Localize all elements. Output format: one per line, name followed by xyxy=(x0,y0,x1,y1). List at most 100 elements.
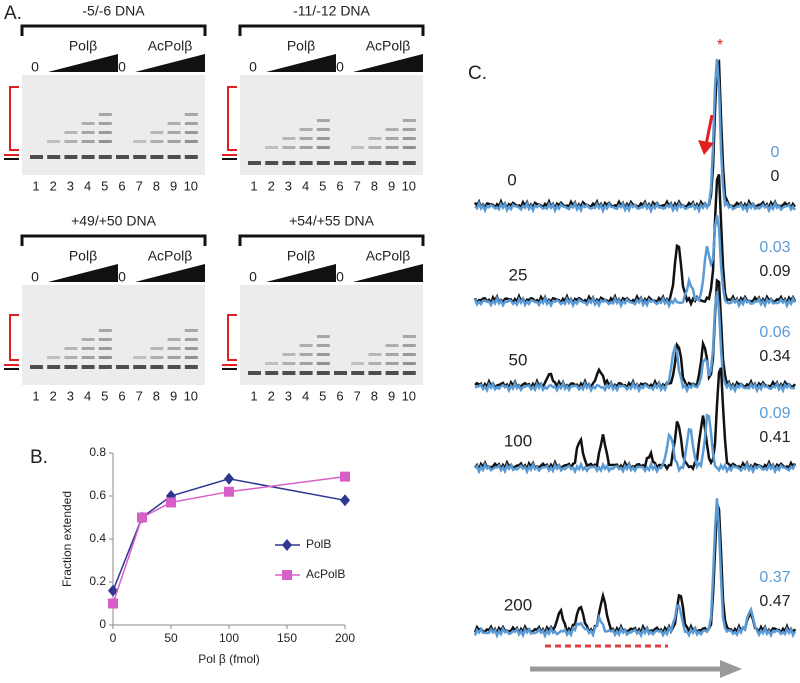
lane-number: 9 xyxy=(170,178,177,193)
band xyxy=(98,356,112,359)
group-label: AcPolβ xyxy=(366,38,411,54)
band xyxy=(81,356,95,359)
marker xyxy=(282,570,292,580)
lane-number: 1 xyxy=(32,388,39,403)
lane-number: 10 xyxy=(184,178,198,193)
gel-title: -11/-12 DNA xyxy=(293,3,370,19)
marker xyxy=(224,472,234,485)
lane-number: 4 xyxy=(302,178,309,193)
lane-number: 6 xyxy=(336,388,343,403)
lane-number: 8 xyxy=(153,178,160,193)
band xyxy=(299,371,313,375)
marker xyxy=(282,539,292,551)
wedge xyxy=(266,264,336,282)
marker xyxy=(340,471,350,482)
band xyxy=(265,362,279,365)
lane-number: 2 xyxy=(268,178,275,193)
band xyxy=(81,365,95,369)
band xyxy=(116,155,129,159)
group-label: AcPolβ xyxy=(148,248,193,264)
gel-title: +54/+55 DNA xyxy=(289,213,374,229)
band xyxy=(184,131,198,134)
band xyxy=(282,137,296,140)
lane-number: 6 xyxy=(336,178,343,193)
dose-label: 25 xyxy=(509,265,528,284)
lane-number: 9 xyxy=(388,388,395,403)
band xyxy=(47,140,61,143)
value-black: 0 xyxy=(771,168,780,185)
band xyxy=(98,329,112,332)
band xyxy=(385,146,399,149)
y-tick-label: 0 xyxy=(99,617,106,631)
lane-number: 1 xyxy=(32,178,39,193)
bracket xyxy=(20,24,207,36)
red-bracket xyxy=(227,314,237,361)
asterisk: * xyxy=(717,37,723,54)
band xyxy=(167,155,181,159)
lane-zero: 0 xyxy=(31,269,39,285)
band xyxy=(299,146,313,149)
band xyxy=(265,371,279,375)
red-bracket xyxy=(227,86,237,151)
band xyxy=(64,347,78,350)
gel-title: +49/+50 DNA xyxy=(71,213,156,229)
band xyxy=(64,131,78,134)
band xyxy=(316,119,330,122)
band xyxy=(47,356,61,359)
band xyxy=(81,347,95,350)
red-arrow xyxy=(704,114,714,146)
band xyxy=(81,338,95,341)
band xyxy=(385,344,399,347)
band xyxy=(402,344,416,347)
gray-arrow-head xyxy=(720,660,742,678)
band xyxy=(402,362,416,365)
band xyxy=(299,128,313,131)
lane-zero: 0 xyxy=(336,59,344,75)
panel-label: B. xyxy=(30,447,48,468)
marker xyxy=(224,486,234,497)
lane-number: 3 xyxy=(285,178,292,193)
band xyxy=(150,140,164,143)
band xyxy=(150,365,164,369)
band xyxy=(299,344,313,347)
wedge xyxy=(353,54,423,72)
value-blue: 0.03 xyxy=(759,239,790,256)
band xyxy=(385,128,399,131)
y-axis-label: Fraction extended xyxy=(60,491,74,587)
lane-zero: 0 xyxy=(118,269,126,285)
band xyxy=(385,353,399,356)
lane-number: 10 xyxy=(402,178,416,193)
band xyxy=(299,362,313,365)
band xyxy=(265,161,279,165)
band xyxy=(316,161,330,165)
band xyxy=(316,344,330,347)
lane-number: 7 xyxy=(136,388,143,403)
value-black: 0.41 xyxy=(759,429,790,446)
marker xyxy=(108,598,118,609)
band xyxy=(184,338,198,341)
band xyxy=(167,356,181,359)
lane-number: 9 xyxy=(170,388,177,403)
band xyxy=(150,356,164,359)
trace-blue xyxy=(474,413,797,475)
band xyxy=(98,113,112,116)
lane-zero: 0 xyxy=(249,59,257,75)
band xyxy=(150,155,164,159)
band xyxy=(116,365,129,369)
wedge xyxy=(135,264,205,282)
band xyxy=(368,362,382,365)
gel-image xyxy=(240,75,423,175)
band xyxy=(150,131,164,134)
lane-number: 3 xyxy=(67,388,74,403)
y-tick-label: 0.8 xyxy=(89,445,106,459)
band xyxy=(81,140,95,143)
band xyxy=(402,119,416,122)
band xyxy=(402,137,416,140)
band xyxy=(98,365,112,369)
trace-black xyxy=(473,58,797,213)
bracket xyxy=(20,234,207,246)
band xyxy=(133,365,147,369)
band xyxy=(351,146,365,149)
lane-number: 5 xyxy=(101,178,108,193)
